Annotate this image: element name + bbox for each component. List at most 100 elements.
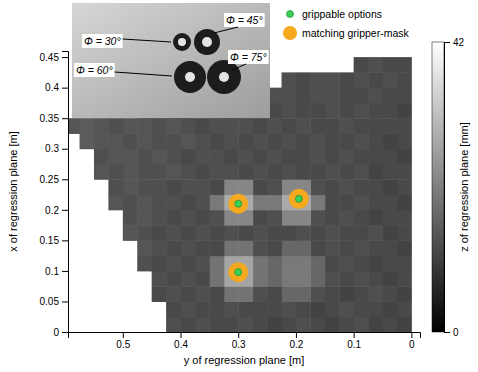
heatmap-cell bbox=[181, 225, 196, 241]
heatmap-cell bbox=[397, 88, 412, 104]
heatmap-cell bbox=[339, 133, 354, 149]
heatmap-cell bbox=[181, 210, 196, 226]
heatmap-cell bbox=[238, 164, 253, 180]
heatmap-cell bbox=[368, 118, 383, 134]
tick-mark bbox=[411, 332, 412, 338]
heatmap-cell bbox=[382, 133, 397, 149]
heatmap-cell bbox=[123, 149, 138, 165]
heatmap-cell bbox=[354, 103, 369, 119]
heatmap-cell bbox=[195, 256, 210, 272]
heatmap-cell bbox=[282, 210, 297, 226]
ring bbox=[173, 33, 191, 51]
ring-hole bbox=[219, 72, 229, 82]
x-tick: 0.1 bbox=[347, 332, 361, 350]
heatmap-cell bbox=[166, 317, 181, 332]
heatmap-cell bbox=[382, 179, 397, 195]
heatmap-cell bbox=[195, 317, 210, 332]
heatmap-cell bbox=[339, 256, 354, 272]
heatmap-cell bbox=[181, 301, 196, 317]
heatmap-cell bbox=[325, 240, 340, 256]
tick-mark bbox=[62, 271, 68, 272]
heatmap-cell bbox=[282, 103, 297, 119]
heatmap-cell bbox=[325, 271, 340, 287]
heatmap-cell bbox=[94, 164, 109, 180]
y-tick: 0.15 bbox=[40, 235, 68, 246]
heatmap-cell bbox=[310, 195, 325, 211]
heatmap-cell bbox=[397, 149, 412, 165]
heatmap-cell bbox=[267, 179, 282, 195]
tick-mark bbox=[444, 332, 450, 333]
x-tick: 0.2 bbox=[289, 332, 303, 350]
heatmap-cell bbox=[195, 195, 210, 211]
heatmap-cell bbox=[339, 240, 354, 256]
heatmap-cell bbox=[123, 210, 138, 226]
heatmap-cell bbox=[224, 133, 239, 149]
heatmap-cell bbox=[310, 149, 325, 165]
heatmap-cell bbox=[123, 164, 138, 180]
heatmap-cell bbox=[108, 164, 123, 180]
heatmap-cell bbox=[253, 133, 268, 149]
y-tick: 0.05 bbox=[40, 296, 68, 307]
heatmap-cell bbox=[282, 317, 297, 332]
heatmap-cell bbox=[253, 271, 268, 287]
heatmap-cell bbox=[339, 72, 354, 88]
heatmap-cell bbox=[152, 195, 167, 211]
heatmap-cell bbox=[267, 271, 282, 287]
heatmap-cell bbox=[296, 88, 311, 104]
heatmap-cell bbox=[354, 88, 369, 104]
heatmap-cell bbox=[310, 240, 325, 256]
heatmap-cell bbox=[181, 240, 196, 256]
heatmap-cell bbox=[94, 149, 109, 165]
heatmap-cell bbox=[354, 240, 369, 256]
heatmap-cell bbox=[238, 240, 253, 256]
heatmap-cell bbox=[382, 286, 397, 302]
heatmap-cell bbox=[397, 317, 412, 332]
heatmap-cell bbox=[382, 256, 397, 272]
heatmap-cell bbox=[224, 286, 239, 302]
heatmap-cell bbox=[137, 164, 152, 180]
heatmap-cell bbox=[209, 256, 224, 272]
heatmap-cell bbox=[354, 118, 369, 134]
heatmap-cell bbox=[354, 195, 369, 211]
heatmap-cell bbox=[296, 240, 311, 256]
tick-mark bbox=[62, 57, 68, 58]
legend-label: grippable options bbox=[302, 8, 382, 20]
heatmap-cell bbox=[137, 133, 152, 149]
heatmap-cell bbox=[253, 286, 268, 302]
heatmap-cell bbox=[137, 118, 152, 134]
heatmap-cell bbox=[325, 133, 340, 149]
heatmap-cell bbox=[238, 286, 253, 302]
axis-line bbox=[62, 52, 69, 333]
heatmap-cell bbox=[354, 72, 369, 88]
heatmap-cell bbox=[267, 240, 282, 256]
annotation-box bbox=[228, 50, 269, 64]
heatmap-cell bbox=[282, 88, 297, 104]
photo-background bbox=[72, 3, 270, 118]
heatmap-cell bbox=[238, 133, 253, 149]
heatmap-cell bbox=[108, 133, 123, 149]
heatmap-cell bbox=[310, 271, 325, 287]
heatmap-cell bbox=[310, 179, 325, 195]
heatmap-cell bbox=[310, 103, 325, 119]
tick-mark bbox=[62, 240, 68, 241]
y-tick: 0 bbox=[53, 327, 68, 338]
heatmap-cell bbox=[267, 133, 282, 149]
heatmap-cell bbox=[123, 225, 138, 241]
tick-label: 0.3 bbox=[232, 339, 246, 350]
heatmap-cell bbox=[166, 301, 181, 317]
tick-label: 0.25 bbox=[40, 174, 60, 185]
heatmap-cell bbox=[123, 118, 138, 134]
heatmap-cell bbox=[181, 149, 196, 165]
heatmap-cell bbox=[209, 133, 224, 149]
tick-mark bbox=[123, 332, 124, 338]
heatmap-cell bbox=[296, 133, 311, 149]
heatmap-cell bbox=[368, 286, 383, 302]
heatmap-cell bbox=[397, 195, 412, 211]
heatmap-cell bbox=[282, 271, 297, 287]
heatmap-cell bbox=[166, 210, 181, 226]
heatmap-cell bbox=[108, 179, 123, 195]
heatmap-cell bbox=[296, 118, 311, 134]
heatmap-cell bbox=[397, 301, 412, 317]
heatmap-cell bbox=[267, 225, 282, 241]
heatmap-cell bbox=[253, 210, 268, 226]
